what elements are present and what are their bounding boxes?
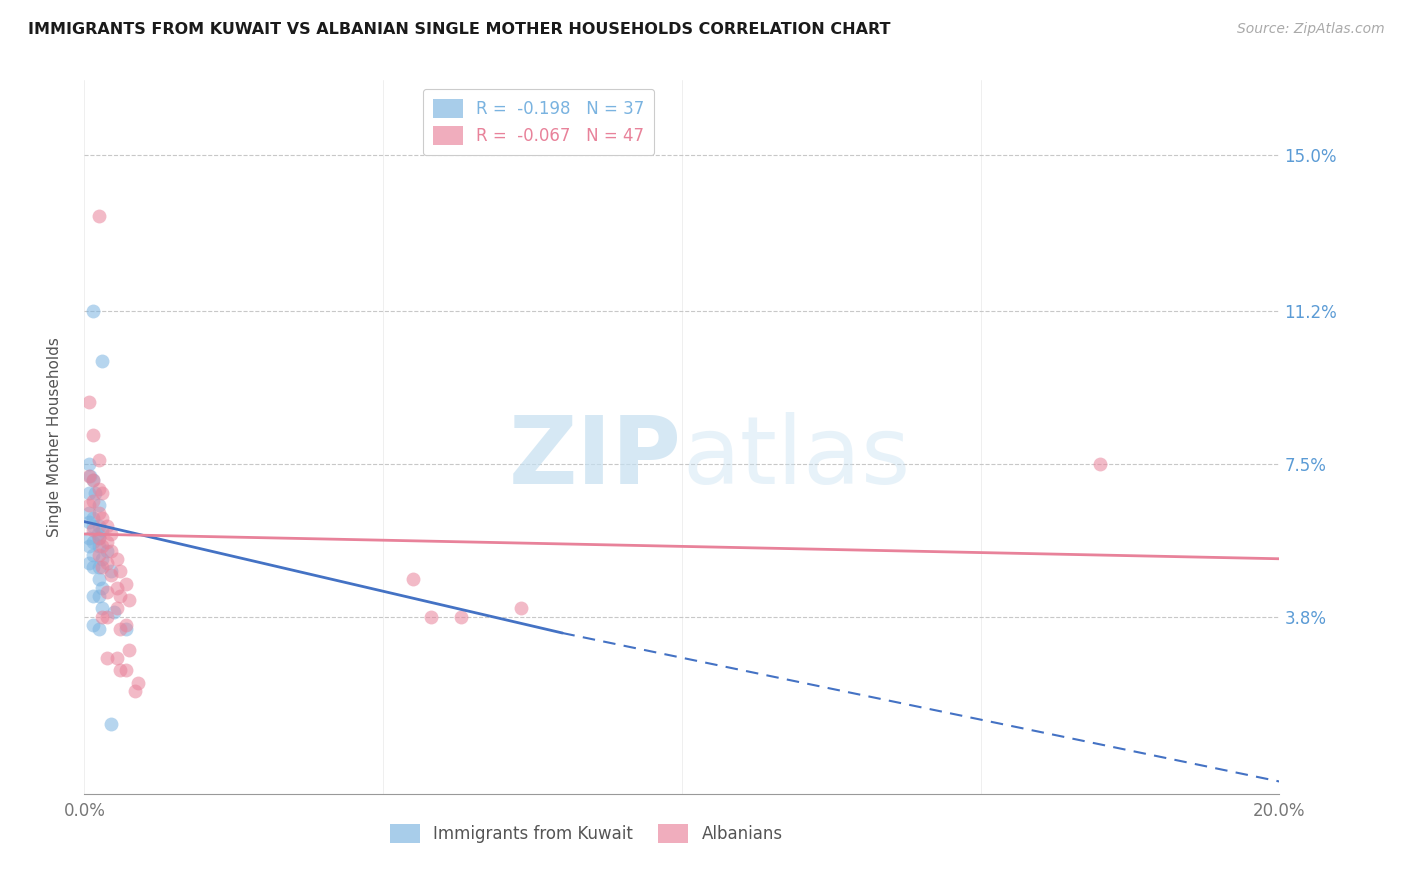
Point [77, 395, 100, 409]
Point [77, 457, 100, 471]
Point [115, 617, 138, 632]
Point [450, 609, 472, 624]
Point [115, 663, 138, 677]
Point [84, 485, 107, 500]
Point [91, 609, 114, 624]
Point [89, 540, 111, 554]
Point [91, 551, 114, 566]
Point [82, 560, 104, 574]
Point [89, 518, 111, 533]
Point [110, 622, 132, 636]
Point [110, 564, 132, 578]
Point [79, 469, 101, 483]
Point [82, 428, 104, 442]
Point [96, 543, 118, 558]
Legend: Immigrants from Kuwait, Albanians: Immigrants from Kuwait, Albanians [384, 817, 789, 850]
Point [91, 540, 114, 554]
Point [77, 485, 100, 500]
Point [89, 589, 111, 603]
Point [100, 527, 122, 541]
Point [82, 589, 104, 603]
Point [77, 469, 100, 483]
Point [89, 573, 111, 587]
Point [89, 482, 111, 496]
Y-axis label: Single Mother Households: Single Mother Households [48, 337, 62, 537]
Point [1090, 457, 1112, 471]
Point [105, 650, 128, 665]
Point [89, 210, 111, 224]
Point [100, 564, 122, 578]
Point [110, 589, 132, 603]
Point [115, 576, 138, 591]
Point [91, 601, 114, 615]
Point [103, 606, 125, 620]
Point [82, 548, 104, 562]
Text: Source: ZipAtlas.com: Source: ZipAtlas.com [1237, 22, 1385, 37]
Point [77, 507, 100, 521]
Point [110, 663, 132, 677]
Point [420, 609, 443, 624]
Point [100, 568, 122, 582]
Point [91, 560, 114, 574]
Point [91, 581, 114, 595]
Point [127, 675, 149, 690]
Point [100, 543, 122, 558]
Point [82, 474, 104, 488]
Point [82, 617, 104, 632]
Point [91, 353, 114, 368]
Point [89, 622, 111, 636]
Point [77, 556, 100, 570]
Text: atlas: atlas [682, 412, 910, 505]
Point [91, 523, 114, 537]
Point [82, 510, 104, 524]
Point [96, 518, 118, 533]
Point [82, 523, 104, 537]
Point [118, 593, 141, 607]
Point [89, 560, 111, 574]
Point [77, 498, 100, 512]
Point [124, 683, 146, 698]
Point [89, 548, 111, 562]
Point [89, 531, 111, 545]
Point [118, 642, 141, 657]
Point [77, 515, 100, 529]
Point [96, 650, 118, 665]
Point [82, 304, 104, 318]
Point [86, 527, 108, 541]
Point [105, 601, 128, 615]
Point [82, 494, 104, 508]
Point [91, 485, 114, 500]
Point [77, 540, 100, 554]
Point [91, 510, 114, 524]
Point [115, 622, 138, 636]
Point [89, 498, 111, 512]
Point [509, 601, 531, 615]
Point [96, 556, 118, 570]
Text: ZIP: ZIP [509, 412, 682, 505]
Point [96, 609, 118, 624]
Point [100, 716, 122, 731]
Point [402, 573, 425, 587]
Point [77, 531, 100, 545]
Point [82, 535, 104, 549]
Point [96, 584, 118, 599]
Text: IMMIGRANTS FROM KUWAIT VS ALBANIAN SINGLE MOTHER HOUSEHOLDS CORRELATION CHART: IMMIGRANTS FROM KUWAIT VS ALBANIAN SINGL… [28, 22, 890, 37]
Point [82, 474, 104, 488]
Point [105, 551, 128, 566]
Point [89, 452, 111, 467]
Point [89, 507, 111, 521]
Point [82, 518, 104, 533]
Point [96, 535, 118, 549]
Point [89, 531, 111, 545]
Point [105, 581, 128, 595]
